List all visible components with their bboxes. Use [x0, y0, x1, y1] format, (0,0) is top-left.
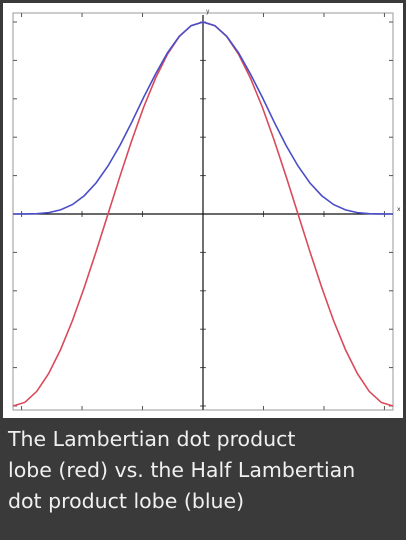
x-axis-label: x [397, 206, 401, 213]
caption-line-2: lobe (red) vs. the Half Lambertian [8, 458, 356, 482]
axis-ticks [13, 13, 393, 410]
caption-line-3: dot product lobe (blue) [8, 489, 245, 513]
figure-caption: The Lambertian dot product lobe (red) vs… [8, 424, 400, 517]
y-axis-label: y [206, 8, 210, 15]
lobe-chart: x y [12, 8, 401, 411]
half-lambertian-curve [12, 21, 394, 215]
caption-line-1: The Lambertian dot product [8, 427, 296, 451]
plot-panel: x y [3, 3, 403, 418]
